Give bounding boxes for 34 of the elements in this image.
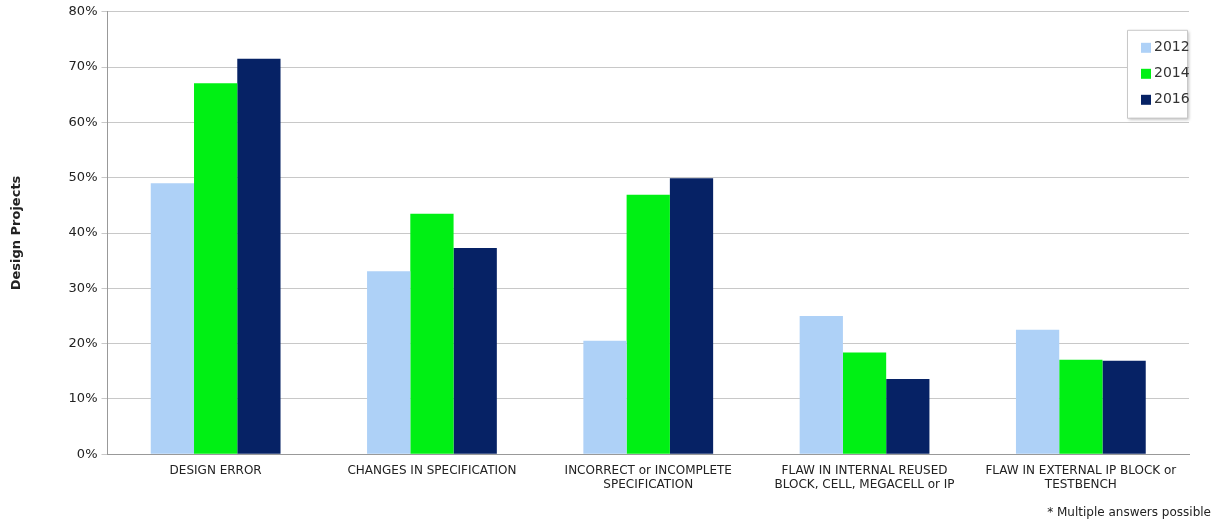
bar <box>669 178 714 454</box>
bar <box>583 340 627 454</box>
y-tick-label: 40% <box>68 224 98 240</box>
y-tick-label: 30% <box>68 279 98 295</box>
bar <box>1015 329 1060 454</box>
bar <box>1102 360 1146 454</box>
bar <box>626 194 670 454</box>
x-tick-label: FLAW IN EXTERNAL IP BLOCK or TESTBENCH <box>985 462 1177 491</box>
legend-label: 2012 <box>1154 38 1190 55</box>
y-tick-label: 80% <box>68 3 98 19</box>
bar <box>453 247 497 454</box>
y-tick-label: 0% <box>76 445 98 461</box>
bar <box>194 83 238 454</box>
bar <box>237 58 281 454</box>
y-tick-label: 10% <box>68 390 98 406</box>
y-tick-label: 50% <box>68 169 98 185</box>
y-tick-label: 60% <box>68 113 98 129</box>
bar <box>799 315 843 454</box>
x-tick-label: DESIGN ERROR <box>169 462 262 477</box>
legend-label: 2014 <box>1154 64 1190 81</box>
text: * Multiple answers possible <box>1047 505 1211 519</box>
y-tick-label: 20% <box>68 334 98 350</box>
x-tick-label: CHANGES IN SPECIFICATION <box>347 462 517 477</box>
bar <box>1059 359 1103 454</box>
y-axis-title: Design Projects <box>8 175 24 291</box>
legend-label: 2016 <box>1154 90 1190 107</box>
x-tick-label: FLAW IN INTERNAL REUSED BLOCK, CELL, MEGACELL or IP <box>774 462 955 491</box>
x-tick-label: INCORRECT or INCOMPLETE SPECIFICATION <box>564 462 732 491</box>
bar <box>410 213 454 454</box>
y-tick-label: 70% <box>68 58 98 74</box>
bar <box>842 352 887 454</box>
bar <box>150 183 195 454</box>
bar <box>886 378 930 454</box>
bar <box>367 271 411 454</box>
